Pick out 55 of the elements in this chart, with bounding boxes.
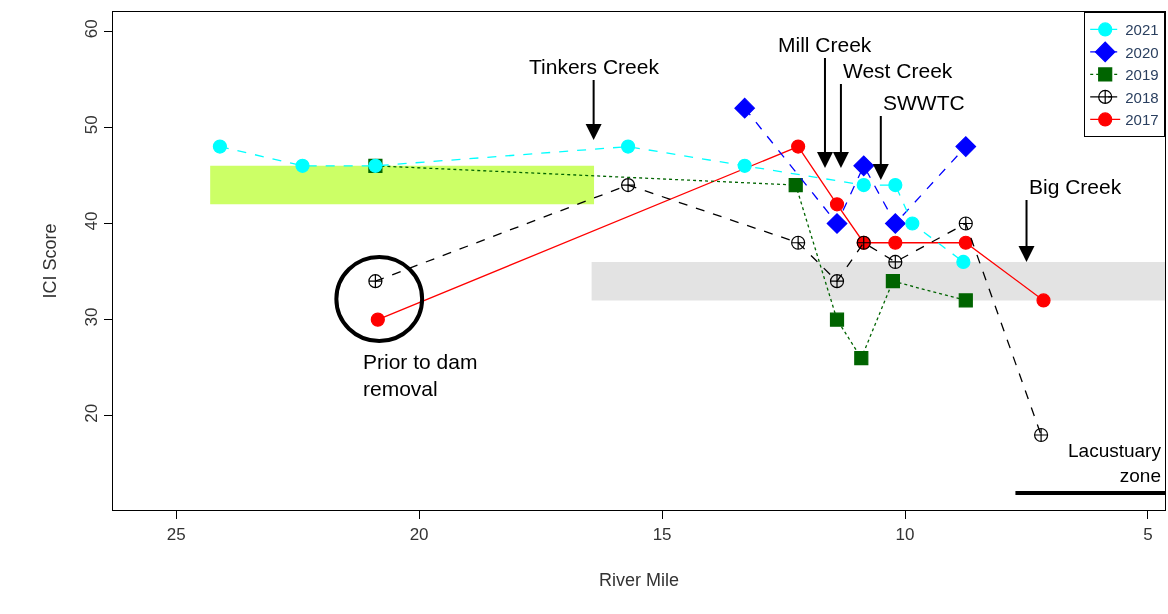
legend-label: 2021: [1125, 21, 1159, 39]
y-axis-title: ICI Score: [40, 223, 61, 299]
point: [905, 216, 920, 231]
point: [958, 216, 973, 231]
point: [788, 177, 803, 193]
point: [955, 136, 977, 157]
annotation: Lacustuary zone: [1068, 440, 1162, 486]
point: [826, 213, 848, 234]
point: [1036, 293, 1051, 308]
point: [370, 312, 385, 327]
x-tick-label: 25: [166, 524, 186, 544]
point: [854, 351, 869, 366]
legend-label: 2020: [1125, 43, 1159, 61]
point: [888, 254, 903, 270]
point: [737, 158, 752, 173]
legend-label: 2019: [1125, 66, 1159, 84]
annotation: SWWTC: [883, 91, 965, 114]
point: [853, 155, 875, 177]
y-tick-label: 40: [82, 211, 102, 231]
annotation: Big Creek: [1029, 175, 1122, 198]
point: [856, 177, 871, 193]
point: [829, 197, 845, 212]
x-tick-label: 5: [1143, 524, 1153, 544]
annotation: West Creek: [843, 59, 953, 82]
point: [791, 235, 806, 250]
point: [791, 139, 806, 154]
point: [888, 235, 903, 250]
point: [620, 139, 636, 154]
x-axis-title: River Mile: [598, 569, 680, 590]
point: [295, 158, 310, 173]
x-tick-label: 10: [895, 524, 915, 544]
point: [956, 254, 971, 270]
point: [829, 274, 845, 289]
legend-label: 2018: [1125, 88, 1159, 106]
x-tick-label: 15: [652, 524, 672, 544]
annotation: Tinkers Creek: [529, 55, 660, 78]
y-tick-label: 60: [82, 19, 102, 39]
y-tick-label: 50: [82, 115, 102, 135]
point: [620, 177, 636, 193]
y-tick-label: 30: [82, 307, 102, 327]
point: [958, 235, 973, 250]
point: [1033, 427, 1049, 443]
point: [885, 274, 900, 289]
point: [958, 293, 973, 308]
annotation: Mill Creek: [778, 33, 872, 56]
point: [884, 213, 906, 234]
y-tick-label: 20: [82, 403, 102, 423]
legend-label: 2017: [1125, 111, 1159, 129]
annotation: Prior to dam removal: [363, 350, 478, 401]
point: [734, 97, 756, 119]
point: [888, 177, 903, 193]
point: [212, 139, 227, 154]
x-tick-label: 20: [409, 524, 429, 544]
point: [368, 274, 383, 289]
point: [829, 312, 845, 327]
